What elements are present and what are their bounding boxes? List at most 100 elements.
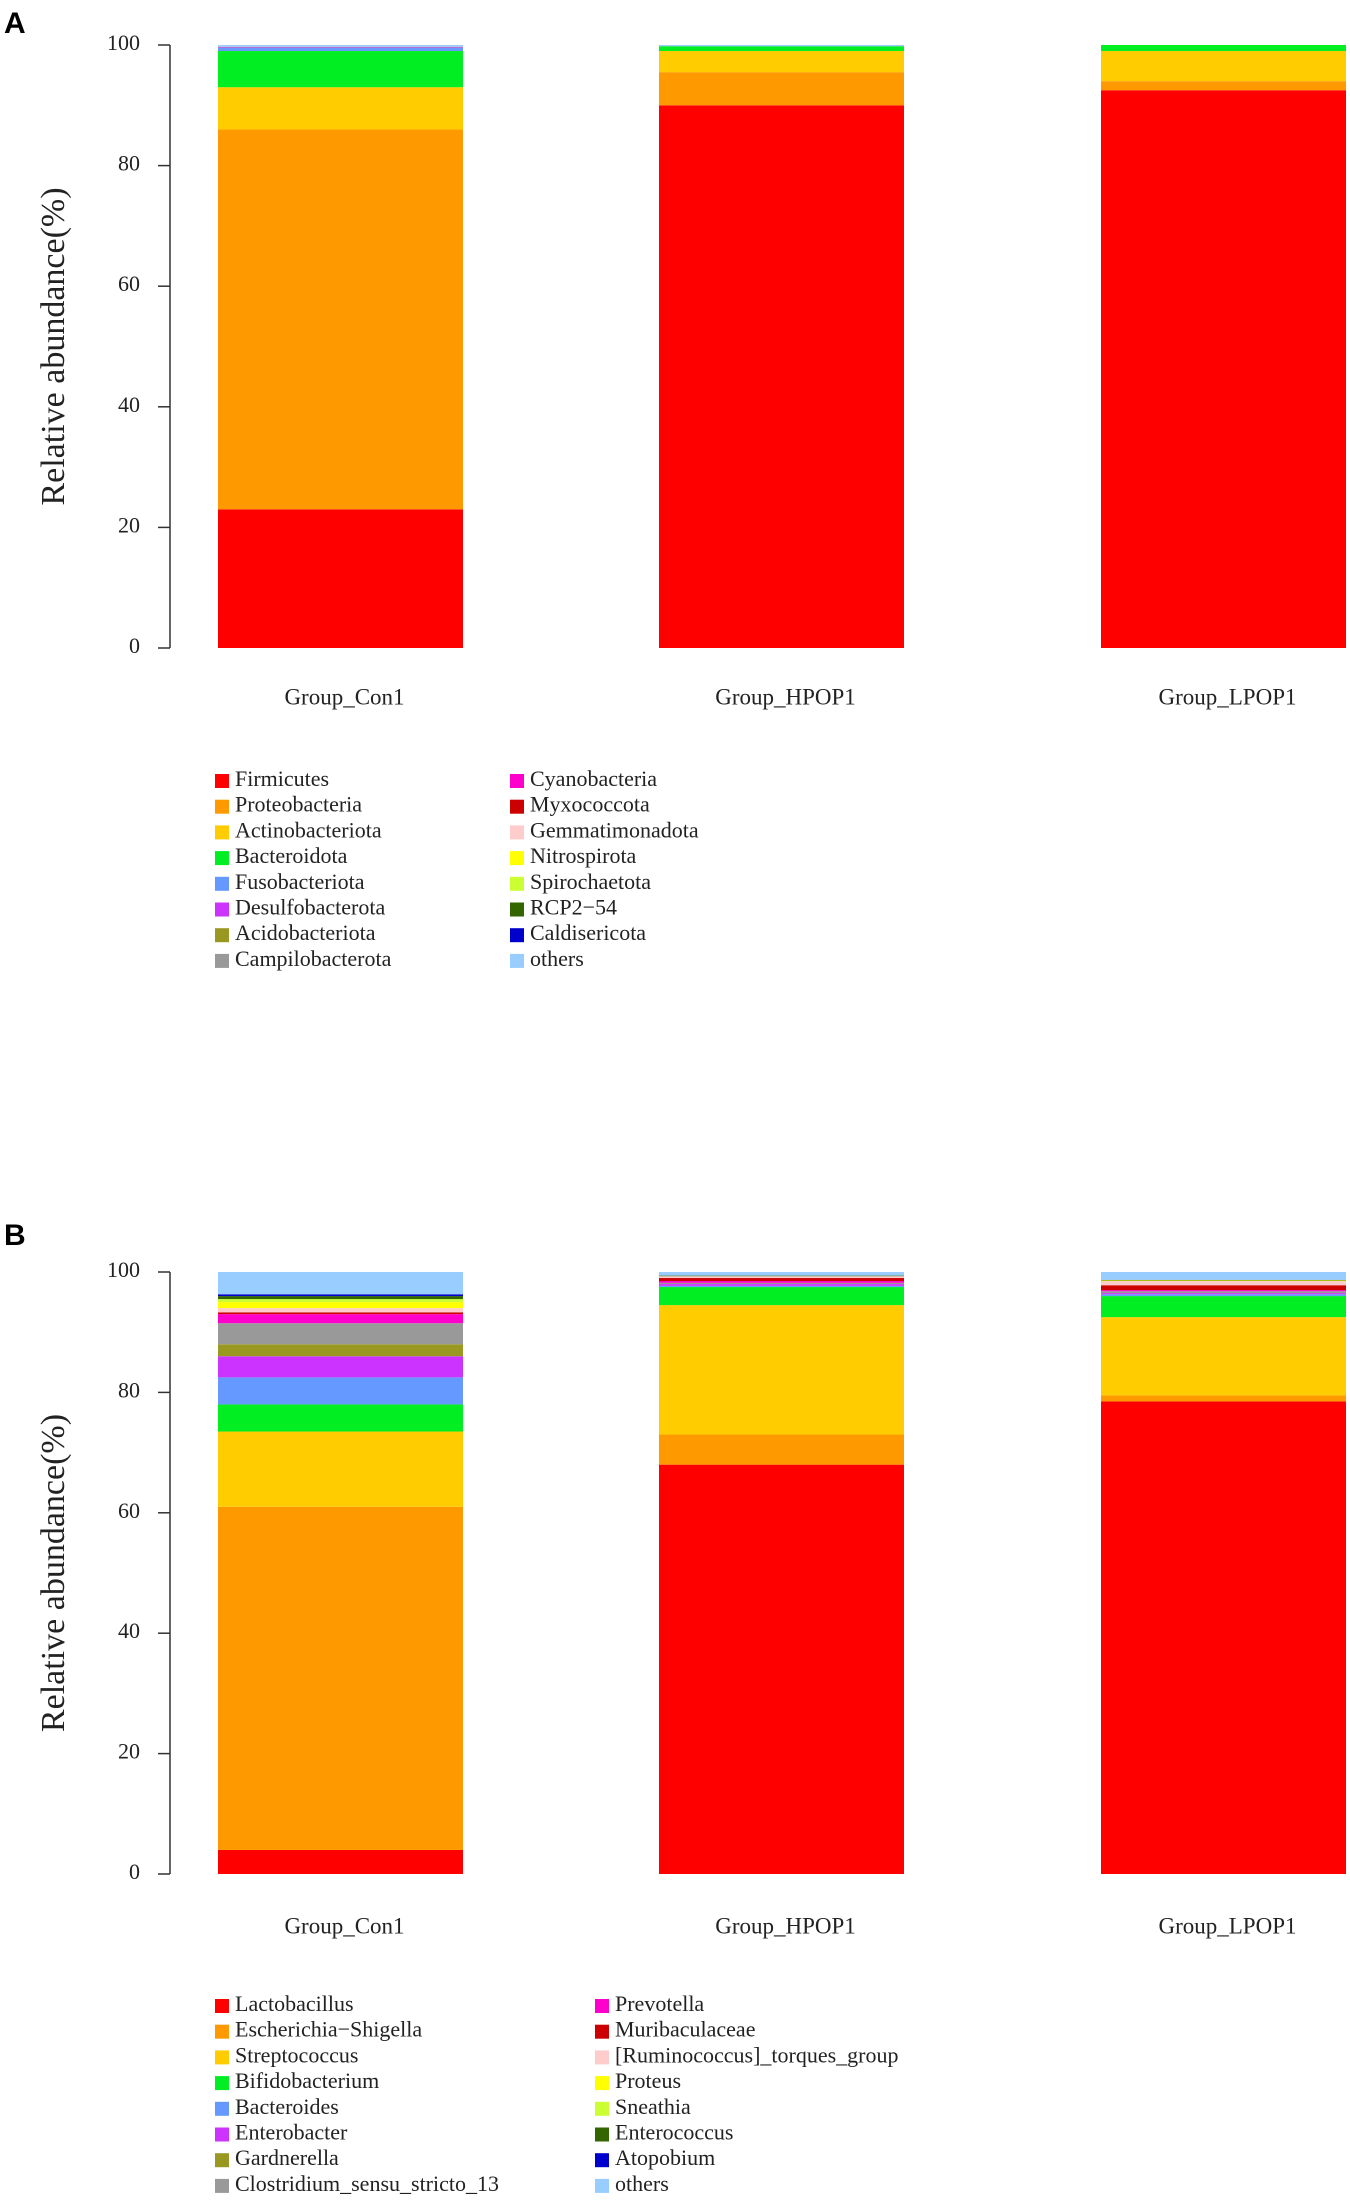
legend-swatch bbox=[510, 774, 524, 788]
legend-swatch bbox=[595, 2024, 609, 2039]
legend-swatch bbox=[215, 953, 229, 968]
legend-swatch bbox=[215, 851, 229, 866]
panel-label: A bbox=[4, 7, 26, 40]
legend-swatch bbox=[595, 2076, 609, 2091]
legend-label: Fusobacteriota bbox=[235, 869, 365, 894]
legend-label: Cyanobacteria bbox=[530, 766, 657, 791]
legend-swatch bbox=[215, 2178, 229, 2193]
bar-segment bbox=[659, 51, 904, 73]
legend-label: Escherichia−Shigella bbox=[235, 2017, 422, 2042]
legend-swatch bbox=[510, 851, 524, 866]
legend-label: Bacteroides bbox=[235, 2094, 339, 2119]
legend-swatch bbox=[215, 928, 229, 943]
bar-segment bbox=[659, 45, 904, 47]
legend-swatch bbox=[595, 2101, 609, 2116]
legend-label: Enterobacter bbox=[235, 2120, 348, 2145]
bar-segment bbox=[1101, 1281, 1346, 1286]
legend-swatch bbox=[215, 1999, 229, 2013]
y-axis-title: Relative abundance(%) bbox=[35, 187, 72, 505]
panel-label: B bbox=[4, 1219, 26, 1252]
bar-segment bbox=[218, 1344, 463, 1357]
bar-segment bbox=[218, 46, 463, 48]
bar-segment bbox=[218, 509, 463, 648]
legend-swatch bbox=[595, 2050, 609, 2065]
y-tick-label: 40 bbox=[118, 1618, 140, 1643]
bar-segment bbox=[659, 1278, 904, 1282]
legend-swatch bbox=[215, 2050, 229, 2065]
legend-swatch bbox=[215, 2153, 229, 2168]
legend-label: Myxococcota bbox=[530, 792, 650, 817]
bar-segment bbox=[1101, 1280, 1346, 1282]
bar-segment bbox=[659, 1282, 904, 1285]
bar-segment bbox=[659, 1276, 904, 1279]
legend-swatch bbox=[510, 902, 524, 917]
y-tick-label: 100 bbox=[107, 1257, 140, 1282]
legend-label: Caldisericota bbox=[530, 920, 646, 945]
legend-label: Gardnerella bbox=[235, 2145, 339, 2170]
bar-segment bbox=[659, 1275, 904, 1277]
y-tick-label: 40 bbox=[118, 392, 140, 417]
bar-segment bbox=[218, 87, 463, 130]
bar-segment bbox=[1101, 1272, 1346, 1280]
legend-label: others bbox=[615, 2171, 669, 2196]
legend-label: Muribaculaceae bbox=[615, 2017, 755, 2042]
legend-label: Proteus bbox=[615, 2068, 681, 2093]
bar-segment bbox=[1101, 45, 1346, 52]
bar-segment bbox=[218, 1404, 463, 1432]
legend-swatch bbox=[215, 774, 229, 788]
bar-segment bbox=[218, 1356, 463, 1378]
legend-swatch bbox=[595, 2178, 609, 2193]
bar-segment bbox=[659, 1285, 904, 1288]
bar-segment bbox=[218, 47, 463, 49]
legend-swatch bbox=[595, 1999, 609, 2013]
legend-label: Clostridium_sensu_stricto_13 bbox=[235, 2171, 499, 2196]
y-tick-label: 0 bbox=[129, 633, 140, 658]
legend-label: Proteobacteria bbox=[235, 792, 362, 817]
legend-label: Spirochaetota bbox=[530, 869, 651, 894]
bar-segment bbox=[1101, 1395, 1346, 1402]
bar-segment bbox=[218, 1308, 463, 1313]
bar-segment bbox=[659, 1287, 904, 1306]
bar-segment bbox=[659, 1305, 904, 1435]
legend-swatch bbox=[510, 928, 524, 943]
legend-label: Streptococcus bbox=[235, 2042, 358, 2067]
legend-swatch bbox=[215, 2076, 229, 2091]
legend-label: Bacteroidota bbox=[235, 843, 348, 868]
x-tick-label: Group_Con1 bbox=[284, 1913, 404, 1938]
legend-swatch bbox=[215, 902, 229, 917]
legend-label: others bbox=[530, 946, 584, 971]
legend-swatch bbox=[595, 2127, 609, 2142]
x-tick-label: Group_Con1 bbox=[284, 684, 404, 709]
bar-segment bbox=[218, 1312, 463, 1315]
legend-label: Nitrospirota bbox=[530, 843, 637, 868]
bar-segment bbox=[218, 1296, 463, 1300]
bar-segment bbox=[659, 1272, 904, 1276]
bar-segment bbox=[1101, 1290, 1346, 1292]
bar-segment bbox=[218, 129, 463, 510]
bar-segment bbox=[218, 1294, 463, 1297]
bar-segment bbox=[1101, 90, 1346, 649]
legend-swatch bbox=[510, 953, 524, 968]
legend-label: Firmicutes bbox=[235, 766, 329, 791]
legend-swatch bbox=[215, 2127, 229, 2142]
bar-segment bbox=[1101, 1294, 1346, 1297]
legend-label: Bifidobacterium bbox=[235, 2068, 379, 2093]
y-tick-label: 0 bbox=[129, 1859, 140, 1884]
x-tick-label: Group_LPOP1 bbox=[1158, 684, 1296, 709]
bar-segment bbox=[1101, 1291, 1346, 1294]
bar-segment bbox=[1101, 81, 1346, 91]
bar-segment bbox=[218, 1849, 463, 1874]
legend-label: Sneathia bbox=[615, 2094, 691, 2119]
bar-segment bbox=[218, 1272, 463, 1295]
legend-swatch bbox=[215, 2101, 229, 2116]
bar-segment bbox=[218, 48, 463, 52]
x-tick-label: Group_HPOP1 bbox=[715, 1913, 856, 1938]
bar-segment bbox=[1101, 1296, 1346, 1318]
legend-swatch bbox=[215, 876, 229, 891]
bar-segment bbox=[218, 1431, 463, 1507]
bar-segment bbox=[218, 1302, 463, 1309]
legend-label: Lactobacillus bbox=[235, 1991, 354, 2016]
bar-segment bbox=[218, 1377, 463, 1405]
bar-segment bbox=[1101, 1279, 1346, 1281]
legend-label: Campilobacterota bbox=[235, 946, 392, 971]
